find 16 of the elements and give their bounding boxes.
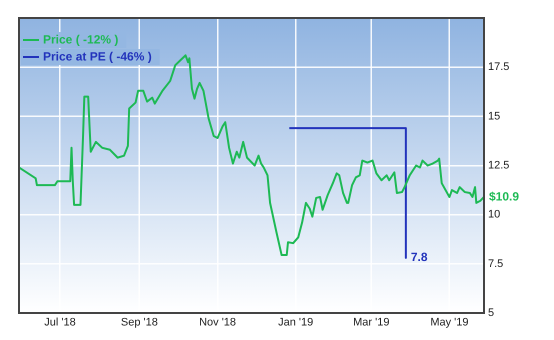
data-label: 7.8 (410, 250, 428, 264)
y-tick-label: 10 (488, 208, 500, 221)
y-tick-label: 5 (488, 307, 494, 320)
y-tick-label: 15 (488, 110, 500, 122)
y-tick-label: 17.5 (488, 61, 510, 74)
data-label: $10.9 (489, 189, 520, 204)
y-tick-label: 12.5 (488, 160, 510, 172)
x-tick-label: May '19 (430, 316, 469, 329)
legend-label: Price ( -12% ) (43, 32, 118, 46)
x-tick-label: Jan '19 (278, 316, 314, 329)
x-tick-label: Mar '19 (353, 316, 390, 329)
legend-label: Price at PE ( -46% ) (43, 49, 152, 64)
x-tick-label: Sep '18 (120, 316, 158, 329)
y-tick-label: 7.5 (488, 258, 504, 270)
x-tick-label: Jul '18 (44, 316, 76, 329)
x-tick-label: Nov '18 (199, 316, 236, 329)
